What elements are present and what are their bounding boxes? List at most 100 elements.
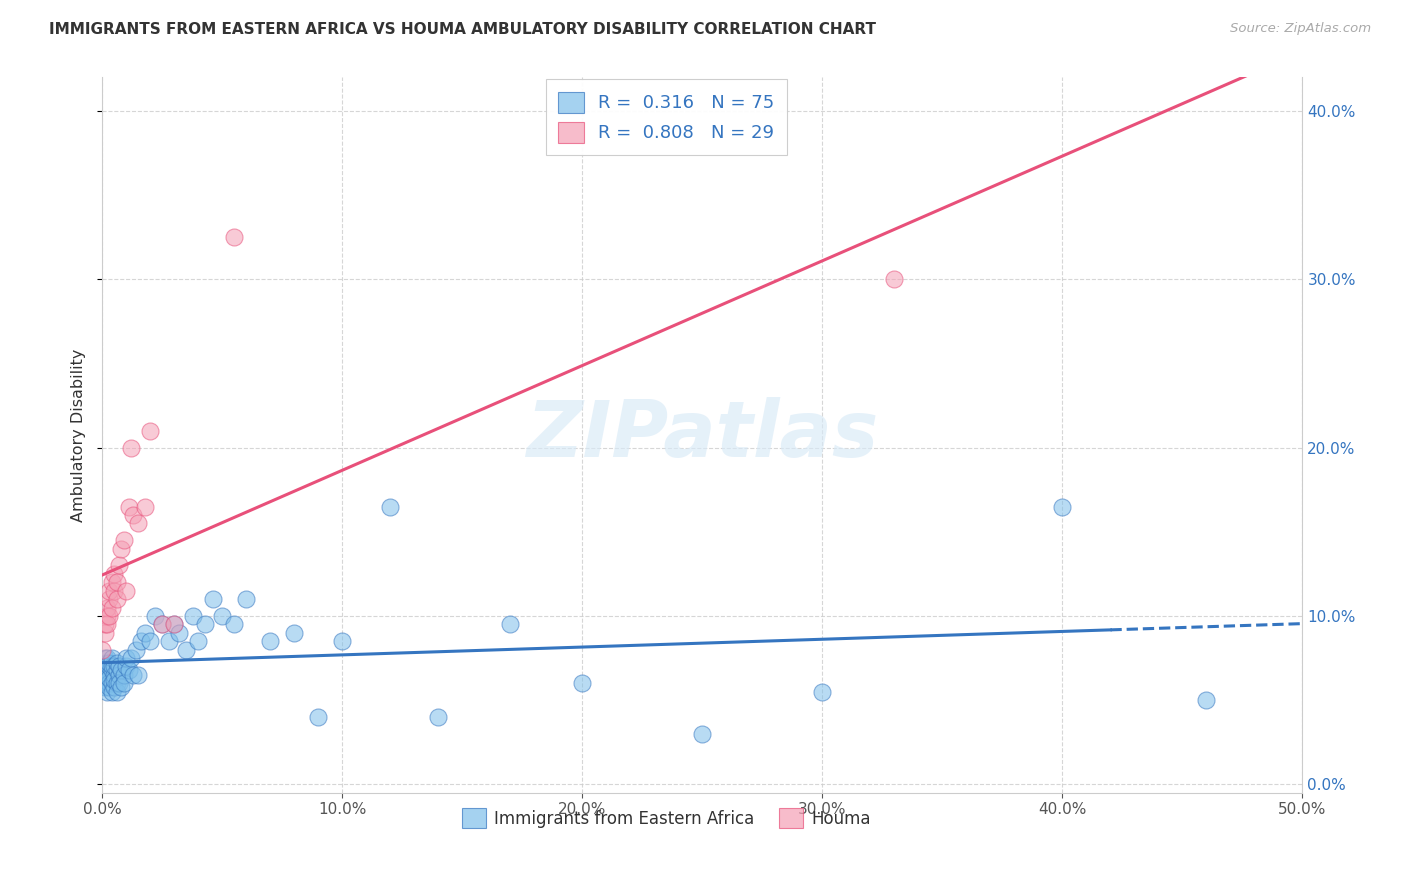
Point (150, 617, 173, 632)
Point (93, 663, 115, 677)
Point (93, 625, 115, 640)
Text: ZIPatlas: ZIPatlas (526, 397, 879, 473)
Point (96, 659, 118, 673)
Point (105, 575, 128, 590)
Point (499, 617, 522, 632)
Point (93, 617, 115, 632)
Point (103, 673, 125, 687)
Point (224, 617, 246, 632)
Point (93, 659, 115, 673)
Point (163, 617, 186, 632)
Point (96, 663, 118, 677)
Point (110, 680, 132, 694)
Point (93, 651, 115, 665)
Point (110, 541, 132, 556)
Point (134, 625, 156, 640)
Point (330, 634, 353, 648)
Point (108, 676, 131, 690)
Text: Source: ZipAtlas.com: Source: ZipAtlas.com (1230, 22, 1371, 36)
Point (283, 625, 305, 640)
Point (108, 659, 131, 673)
Point (96, 676, 118, 690)
Point (101, 600, 124, 615)
Point (235, 592, 257, 607)
Point (105, 656, 128, 670)
Point (143, 609, 166, 624)
Point (101, 684, 124, 698)
Point (224, 230, 246, 244)
Point (117, 500, 139, 514)
Point (125, 642, 148, 657)
Point (112, 533, 135, 548)
Point (101, 651, 124, 665)
Point (571, 676, 593, 690)
Point (211, 609, 233, 624)
Point (101, 676, 124, 690)
Y-axis label: Ambulatory Disability: Ambulatory Disability (72, 349, 86, 522)
Point (103, 583, 125, 598)
Point (103, 680, 125, 694)
Point (174, 642, 197, 657)
Point (96, 668, 118, 682)
Point (127, 516, 149, 531)
Point (98, 609, 121, 624)
Point (194, 617, 217, 632)
Point (127, 668, 149, 682)
Point (115, 651, 138, 665)
Point (380, 500, 402, 514)
Point (120, 651, 142, 665)
Point (98, 676, 121, 690)
Point (139, 424, 162, 438)
Point (96, 617, 118, 632)
Point (159, 634, 181, 648)
Point (110, 663, 132, 677)
Point (105, 592, 128, 607)
Point (98, 583, 121, 598)
Point (96, 609, 118, 624)
Point (93, 680, 115, 694)
Point (883, 272, 905, 286)
Point (101, 659, 124, 673)
Point (201, 592, 224, 607)
Point (93, 656, 115, 670)
Legend: Immigrants from Eastern Africa, Houma: Immigrants from Eastern Africa, Houma (456, 802, 877, 834)
Point (108, 668, 131, 682)
Point (134, 500, 156, 514)
Point (139, 634, 162, 648)
Point (163, 617, 186, 632)
Point (183, 609, 205, 624)
Point (167, 625, 190, 640)
Point (1195, 693, 1218, 707)
Point (105, 684, 128, 698)
Point (187, 634, 209, 648)
Point (108, 558, 131, 573)
Point (129, 634, 152, 648)
Point (105, 676, 128, 690)
Point (103, 566, 125, 581)
Point (112, 676, 135, 690)
Point (98, 668, 121, 682)
Point (98, 680, 121, 694)
Point (96, 656, 118, 670)
Point (98, 592, 121, 607)
Point (96, 651, 118, 665)
Point (259, 634, 281, 648)
Point (117, 663, 139, 677)
Point (115, 659, 138, 673)
Point (93, 668, 115, 682)
Point (115, 583, 138, 598)
Point (98, 659, 121, 673)
Point (103, 668, 125, 682)
Point (103, 659, 125, 673)
Point (811, 684, 834, 698)
Point (105, 663, 128, 677)
Point (101, 575, 124, 590)
Point (101, 663, 124, 677)
Point (122, 508, 145, 522)
Point (91, 642, 114, 657)
Point (120, 441, 142, 455)
Point (150, 617, 173, 632)
Point (122, 668, 145, 682)
Text: IMMIGRANTS FROM EASTERN AFRICA VS HOUMA AMBULATORY DISABILITY CORRELATION CHART: IMMIGRANTS FROM EASTERN AFRICA VS HOUMA … (49, 22, 876, 37)
Point (427, 710, 450, 724)
